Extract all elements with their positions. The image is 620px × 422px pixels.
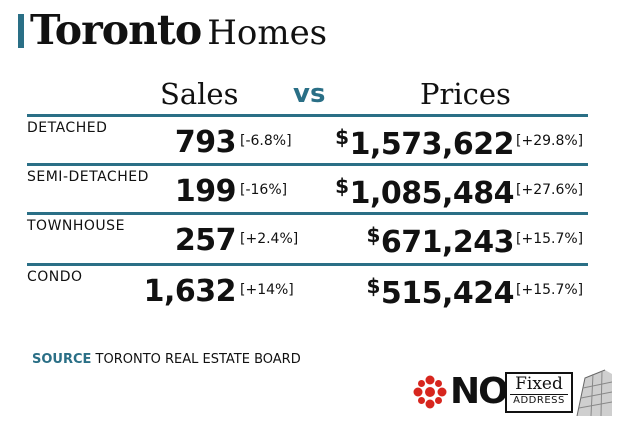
logo-address: ADDRESS bbox=[510, 394, 568, 407]
source-note: SOURCE TORONTO REAL ESTATE BOARD bbox=[32, 352, 301, 367]
source-text: TORONTO REAL ESTATE BOARD bbox=[95, 352, 301, 367]
table-row: SEMI-DETACHED 199 [-16%] $1,085,484 [+27… bbox=[0, 165, 620, 213]
table-row: DETACHED 793 [-6.8%] $1,573,622 [+29.8%] bbox=[0, 116, 620, 164]
price-change: [+15.7%] bbox=[516, 231, 584, 247]
sales-change: [-6.8%] bbox=[240, 133, 292, 149]
price-amount: 671,243 bbox=[380, 225, 515, 260]
row-category: SEMI-DETACHED bbox=[27, 169, 149, 185]
cbc-gem-icon bbox=[413, 375, 447, 409]
row-category: DETACHED bbox=[27, 120, 108, 136]
header-sales: Sales bbox=[160, 77, 239, 111]
row-divider bbox=[27, 212, 588, 215]
title-sub: Homes bbox=[207, 13, 328, 53]
sales-change: [+2.4%] bbox=[240, 231, 299, 247]
header-prices: Prices bbox=[420, 77, 511, 111]
logo-fixed-address-box: Fixed ADDRESS bbox=[505, 372, 573, 413]
dollar-sign: $ bbox=[335, 125, 349, 149]
row-category: CONDO bbox=[27, 269, 83, 285]
row-category: TOWNHOUSE bbox=[27, 218, 125, 234]
price-amount: 515,424 bbox=[380, 276, 515, 311]
sales-value: 257 bbox=[174, 223, 237, 258]
title-main: Toronto bbox=[30, 6, 202, 54]
price-value: $1,573,622 bbox=[335, 125, 514, 162]
header-vs: vs bbox=[293, 79, 326, 109]
table-row: CONDO 1,632 [+14%] $515,424 [+15.7%] bbox=[0, 265, 620, 313]
logo-no: NO bbox=[450, 371, 509, 412]
row-divider bbox=[27, 114, 588, 117]
price-value: $671,243 bbox=[366, 223, 514, 260]
price-change: [+29.8%] bbox=[516, 133, 584, 149]
dollar-sign: $ bbox=[335, 174, 349, 198]
price-value: $515,424 bbox=[366, 274, 514, 311]
row-divider bbox=[27, 263, 588, 266]
table-row: TOWNHOUSE 257 [+2.4%] $671,243 [+15.7%] bbox=[0, 214, 620, 262]
price-change: [+27.6%] bbox=[516, 182, 584, 198]
sales-change: [-16%] bbox=[240, 182, 288, 198]
dollar-sign: $ bbox=[366, 274, 380, 298]
source-label: SOURCE bbox=[32, 352, 92, 367]
cbc-no-fixed-address-logo: NO Fixed ADDRESS bbox=[412, 368, 612, 416]
price-amount: 1,573,622 bbox=[349, 127, 515, 162]
page-title: Toronto Homes bbox=[30, 6, 327, 54]
sales-value: 199 bbox=[174, 174, 237, 209]
sales-value: 793 bbox=[174, 125, 237, 160]
dollar-sign: $ bbox=[366, 223, 380, 247]
title-accent-bar bbox=[18, 14, 24, 48]
price-change: [+15.7%] bbox=[516, 282, 584, 298]
row-divider bbox=[27, 163, 588, 166]
price-amount: 1,085,484 bbox=[349, 176, 515, 211]
sales-change: [+14%] bbox=[240, 282, 294, 298]
building-illustration bbox=[576, 369, 612, 416]
sales-value: 1,632 bbox=[143, 274, 237, 309]
price-value: $1,085,484 bbox=[335, 174, 514, 211]
logo-fixed: Fixed bbox=[515, 374, 563, 394]
